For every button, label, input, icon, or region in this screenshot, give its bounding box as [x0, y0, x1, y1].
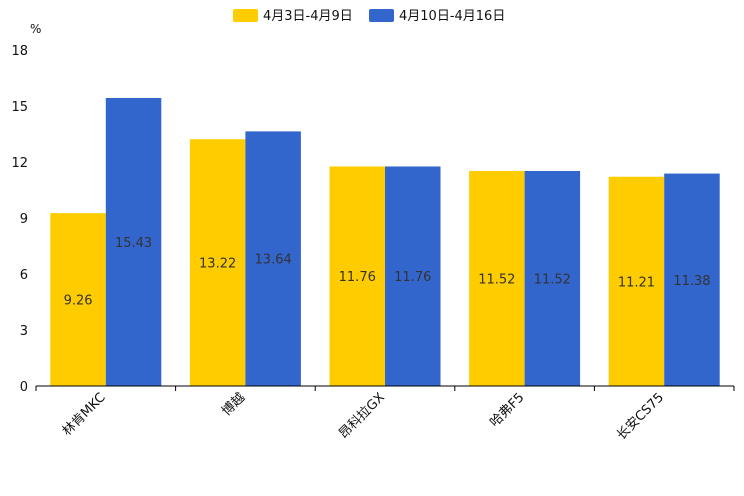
- legend: 4月3日-4月9日 4月10日-4月16日: [233, 9, 505, 24]
- x-tick-label: 博越: [219, 390, 248, 419]
- data-label: 13.22: [199, 257, 236, 272]
- legend-label-series-1: 4月3日-4月9日: [263, 9, 353, 24]
- bar-series-2: [245, 131, 301, 386]
- legend-swatch-series-2: [369, 9, 394, 22]
- legend-label-series-2: 4月10日-4月16日: [399, 9, 505, 24]
- y-axis-unit-label: %: [30, 22, 41, 36]
- plot-area: 0 3 6 9 12 15 18 9.26 15.43 13.22 13.64 11.76 11.76 1…: [11, 44, 735, 443]
- y-tick-label: 12: [11, 156, 28, 171]
- x-tick-label: 林肯MKC: [60, 390, 109, 439]
- bar-series-2: [105, 97, 162, 386]
- x-tick-label: 哈弗F5: [487, 390, 527, 430]
- bar-series-1: [189, 139, 246, 386]
- y-tick-label: 6: [20, 268, 28, 283]
- y-tick-label: 15: [11, 100, 28, 115]
- data-label: 13.64: [255, 253, 292, 268]
- bar-series-1: [329, 166, 385, 386]
- data-label: 11.76: [339, 270, 376, 285]
- data-label: 11.52: [478, 272, 515, 287]
- data-label: 11.52: [534, 272, 571, 287]
- data-label: 11.38: [673, 274, 710, 289]
- y-tick-label: 3: [20, 324, 28, 339]
- y-tick-label: 18: [11, 44, 28, 59]
- bar-series-1: [50, 213, 106, 386]
- x-tick-label: 长安CS75: [614, 390, 667, 443]
- y-tick-label: 9: [20, 212, 28, 227]
- data-label: 11.21: [618, 275, 655, 290]
- data-label: 11.76: [394, 270, 431, 285]
- x-tick-label: 昂科拉GX: [336, 390, 388, 442]
- y-tick-label: 0: [20, 380, 28, 395]
- bar-series-2: [664, 173, 720, 386]
- legend-swatch-series-1: [233, 9, 258, 22]
- data-label: 9.26: [64, 294, 93, 309]
- bar-series-1: [608, 176, 665, 386]
- bar-series-2: [385, 166, 441, 386]
- bar-series-2: [524, 170, 581, 386]
- data-label: 15.43: [115, 236, 152, 251]
- bar-series-1: [469, 170, 525, 386]
